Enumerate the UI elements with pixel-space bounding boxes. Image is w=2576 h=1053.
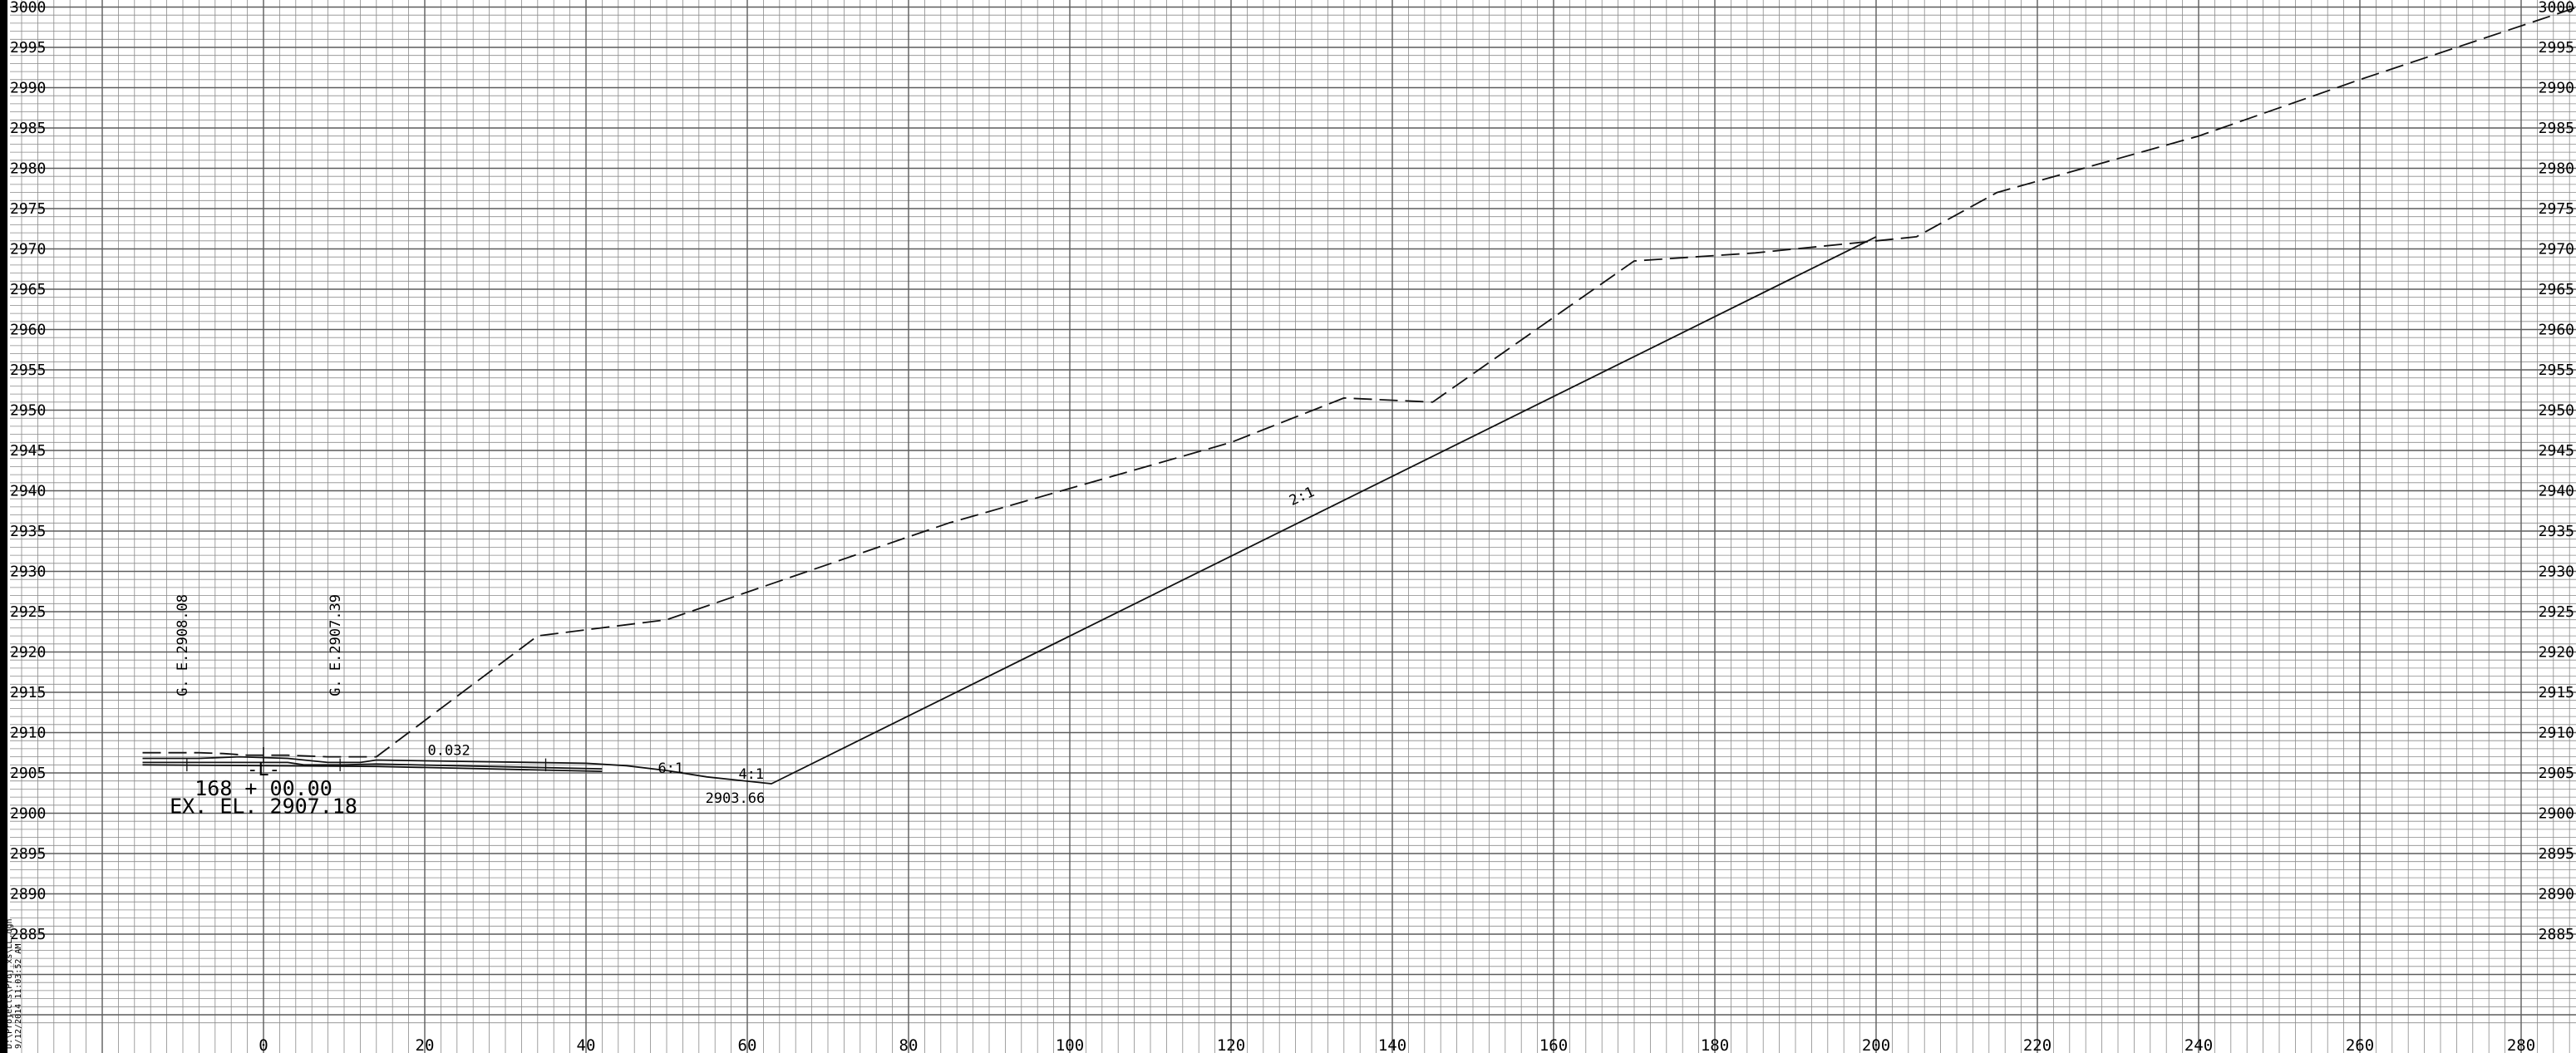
elevation-tick-label-left: 2890 — [10, 886, 46, 903]
right-elevation-axis: 2885 2890 2895 2900 2905 2910 2915 2920 2925 2930… — [2539, 0, 2574, 943]
offset-tick-label: 260 — [2346, 1036, 2374, 1053]
elevation-tick-label-left: 3000 — [10, 0, 46, 17]
elevation-tick-label-right: 2995 — [2539, 39, 2574, 57]
elevation-tick-label-left: 2935 — [10, 523, 46, 540]
offset-tick-label: 180 — [1701, 1036, 1729, 1053]
elevation-tick-label-right: 2985 — [2539, 120, 2574, 137]
offset-tick-label: 280 — [2507, 1036, 2535, 1053]
elevation-tick-label-right: 2915 — [2539, 684, 2574, 701]
elevation-tick-label-left: 2995 — [10, 39, 46, 57]
offset-tick-label: 80 — [899, 1036, 919, 1053]
offset-tick-label: 220 — [2023, 1036, 2051, 1053]
offset-tick-label: 120 — [1217, 1036, 1245, 1053]
elevation-tick-label-right: 2930 — [2539, 563, 2574, 581]
elevation-tick-label-left: 2990 — [10, 80, 46, 97]
profile-annotation-label: EX. EL. 2907.18 — [170, 795, 357, 819]
offset-tick-label: 40 — [577, 1036, 596, 1053]
left-border-bar — [0, 0, 7, 1053]
profile-annotation-label: 2903.66 — [706, 790, 766, 807]
offset-axis: 0 20 40 60 80 100 120 140 160 180 200 220 240 260 280 — [259, 1036, 2535, 1053]
left-elevation-axis: 2885 2890 2895 2900 2905 2910 2915 2920 2925 2930… — [10, 0, 46, 943]
elevation-tick-label-right: 2950 — [2539, 402, 2574, 420]
elevation-tick-label-right: 2890 — [2539, 886, 2574, 903]
elevation-tick-label-right: 2970 — [2539, 241, 2574, 258]
elevation-tick-label-right: 2885 — [2539, 926, 2574, 943]
elevation-tick-label-left: 2965 — [10, 281, 46, 298]
offset-tick-label: 240 — [2184, 1036, 2213, 1053]
offset-tick-label: 200 — [1862, 1036, 1890, 1053]
proposed-section-line-1 — [142, 236, 1877, 785]
elevation-tick-label-right: 2955 — [2539, 362, 2574, 379]
elevation-tick-label-right: 2975 — [2539, 200, 2574, 218]
elevation-tick-label-left: 2975 — [10, 200, 46, 218]
offset-tick-label: 160 — [1539, 1036, 1568, 1053]
offset-tick-label: 0 — [259, 1036, 268, 1053]
elevation-tick-label-left: 2895 — [10, 845, 46, 863]
elevation-tick-label-left: 2980 — [10, 160, 46, 178]
elevation-tick-label-left: 2900 — [10, 805, 46, 823]
minor-grid — [10, 0, 2576, 1053]
elevation-tick-label-left: 2945 — [10, 442, 46, 460]
elevation-tick-label-right: 2990 — [2539, 80, 2574, 97]
elevation-tick-label-left: 2955 — [10, 362, 46, 379]
elevation-tick-label-right: 2960 — [2539, 322, 2574, 339]
profile-annotation-label: 0.032 — [428, 743, 470, 760]
elevation-tick-label-right: 2980 — [2539, 160, 2574, 178]
elevation-tick-label-left: 2940 — [10, 483, 46, 500]
filename-stamp: D:\Projects\Proj_xs\LL.dgn — [5, 918, 14, 1049]
elevation-tick-label-left: 2970 — [10, 241, 46, 258]
elevation-tick-label-right: 2920 — [2539, 644, 2574, 662]
elevation-tick-label-left: 2915 — [10, 684, 46, 701]
elevation-tick-label-right: 2900 — [2539, 805, 2574, 823]
elevation-tick-label-right: 2940 — [2539, 483, 2574, 500]
profile-annotation-label: G. E.2908.08 — [175, 594, 191, 696]
section-marks — [186, 746, 547, 772]
elevation-tick-label-right: 2965 — [2539, 281, 2574, 298]
offset-tick-label: 140 — [1378, 1036, 1406, 1053]
offset-tick-label: 100 — [1056, 1036, 1084, 1053]
elevation-tick-label-right: 2895 — [2539, 845, 2574, 863]
proposed-section-line-3 — [142, 764, 603, 772]
profile-annotation-label: 4:1 — [738, 766, 764, 783]
profile-annotation-label: 6:1 — [658, 760, 683, 777]
elevation-tick-label-right: 2905 — [2539, 765, 2574, 782]
plot-date-stamp: 9/12/2014 11:03:52 AM — [14, 944, 23, 1049]
elevation-tick-label-left: 2910 — [10, 725, 46, 742]
elevation-tick-label-right: 2910 — [2539, 725, 2574, 742]
offset-tick-label: 20 — [416, 1036, 435, 1053]
elevation-tick-label-left: 2905 — [10, 765, 46, 782]
elevation-tick-label-right: 2935 — [2539, 523, 2574, 540]
elevation-tick-label-right: 2925 — [2539, 603, 2574, 621]
elevation-tick-label-right: 2945 — [2539, 442, 2574, 460]
profile-annotation-label: G. E.2907.39 — [328, 594, 344, 696]
elevation-tick-label-right: 3000 — [2539, 0, 2574, 17]
offset-tick-label: 60 — [738, 1036, 757, 1053]
elevation-tick-label-left: 2985 — [10, 120, 46, 137]
elevation-tick-label-left: 2950 — [10, 402, 46, 420]
existing-ground-line — [142, 7, 2576, 758]
elevation-tick-label-left: 2925 — [10, 603, 46, 621]
major-grid — [10, 0, 2576, 1053]
profile-annotation-label: 168 + 00.00 — [195, 776, 332, 800]
elevation-tick-label-left: 2920 — [10, 644, 46, 662]
elevation-tick-label-left: 2885 — [10, 926, 46, 943]
elevation-tick-label-left: 2960 — [10, 322, 46, 339]
elevation-tick-label-left: 2930 — [10, 563, 46, 581]
